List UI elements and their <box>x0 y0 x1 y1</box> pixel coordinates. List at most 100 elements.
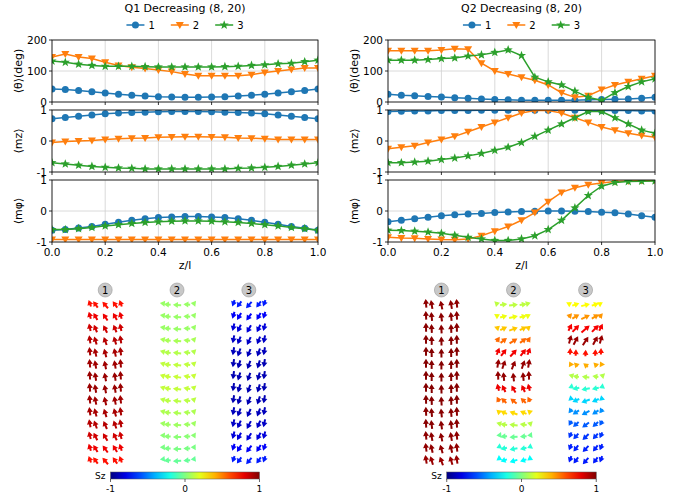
spin-arrow <box>246 458 252 464</box>
arrow-head <box>102 361 108 367</box>
spin-arrow <box>510 458 518 464</box>
spin-arrow <box>423 407 429 416</box>
spin-arrow <box>246 433 251 440</box>
arrow-head <box>231 398 237 403</box>
point <box>478 110 485 114</box>
arrow-head <box>173 314 178 320</box>
tick <box>441 172 442 175</box>
point <box>101 136 109 143</box>
point <box>87 162 96 171</box>
arrow-head <box>103 421 109 427</box>
point <box>544 110 552 115</box>
arrow-head <box>237 434 242 440</box>
point <box>638 132 646 139</box>
arrow-head <box>87 371 93 376</box>
arrow-head <box>583 363 589 368</box>
arrow-head <box>584 302 590 308</box>
point <box>235 110 242 116</box>
spin-arrow <box>582 350 588 356</box>
spin-arrow <box>164 398 171 404</box>
spin-arrow <box>262 432 268 439</box>
series-line <box>388 181 655 241</box>
tick <box>105 172 106 175</box>
tick-label: 100 <box>363 65 383 77</box>
arrow-head <box>573 349 579 354</box>
arrow-head <box>581 386 586 392</box>
spin-arrow <box>112 348 118 356</box>
arrow-head <box>527 421 533 427</box>
spin-arrow <box>581 314 590 319</box>
arrow-head <box>574 314 580 319</box>
spin-arrow <box>102 397 108 405</box>
arrow-head <box>87 323 93 329</box>
spin-arrow <box>527 421 533 427</box>
point <box>398 110 405 115</box>
spin-arrow <box>261 395 267 403</box>
spin-arrow <box>527 455 533 460</box>
arrow-head <box>113 433 118 439</box>
spin-arrow <box>173 302 181 308</box>
arrow-head <box>574 302 580 308</box>
point <box>518 110 526 117</box>
arrow-head <box>448 408 454 413</box>
point <box>115 110 122 117</box>
spin-arrow <box>438 313 444 322</box>
point <box>288 113 295 120</box>
spin-arrow <box>237 433 242 440</box>
point <box>181 237 189 242</box>
series-line <box>388 111 655 149</box>
spin-arrow <box>88 300 94 306</box>
arrow-head <box>191 409 197 415</box>
colorbar <box>447 472 597 479</box>
spin-arrow <box>191 349 197 355</box>
spin-arrow <box>183 374 190 380</box>
spin-arrow <box>509 302 518 308</box>
spin-arrow <box>173 350 181 356</box>
arrow-head <box>592 349 598 354</box>
point <box>75 237 83 242</box>
colorbar-tick <box>259 479 260 482</box>
spin-arrow <box>583 363 589 368</box>
tick <box>158 102 159 105</box>
spin-arrow <box>582 422 589 427</box>
spin-arrow <box>448 420 454 429</box>
spin-arrow <box>87 371 93 380</box>
spin-arrow <box>256 457 261 463</box>
spin-arrow <box>160 432 165 438</box>
spin-arrow <box>583 458 589 464</box>
spin-arrow <box>87 444 93 451</box>
arrow-head <box>183 362 188 368</box>
point <box>584 110 593 115</box>
point <box>410 157 419 166</box>
spin-arrow <box>183 445 190 451</box>
point <box>208 237 216 242</box>
arrow-head <box>439 301 445 307</box>
arrow-head <box>88 300 94 306</box>
point <box>625 110 632 114</box>
point <box>530 231 539 240</box>
point <box>287 136 295 143</box>
spin-arrow <box>191 374 197 380</box>
spin-arrow <box>583 446 589 452</box>
tube-number: 2 <box>174 285 180 296</box>
spin-arrow <box>423 431 429 440</box>
point <box>505 208 512 215</box>
point <box>650 128 655 137</box>
point <box>167 216 176 225</box>
arrow-head <box>448 396 454 401</box>
point <box>154 237 162 242</box>
point <box>115 237 123 242</box>
spin-arrow <box>237 313 242 320</box>
frame <box>388 40 655 102</box>
arrow-head <box>173 374 178 380</box>
point <box>114 220 123 229</box>
tick <box>52 242 53 245</box>
point <box>450 230 459 239</box>
spin-arrow <box>526 359 532 368</box>
point <box>652 94 656 101</box>
point <box>142 110 149 116</box>
spin-arrow <box>494 337 499 343</box>
spin-arrow <box>598 324 603 331</box>
axis-title: ⟨θ⟩(deg) <box>12 49 25 94</box>
arrow-head <box>599 432 604 438</box>
